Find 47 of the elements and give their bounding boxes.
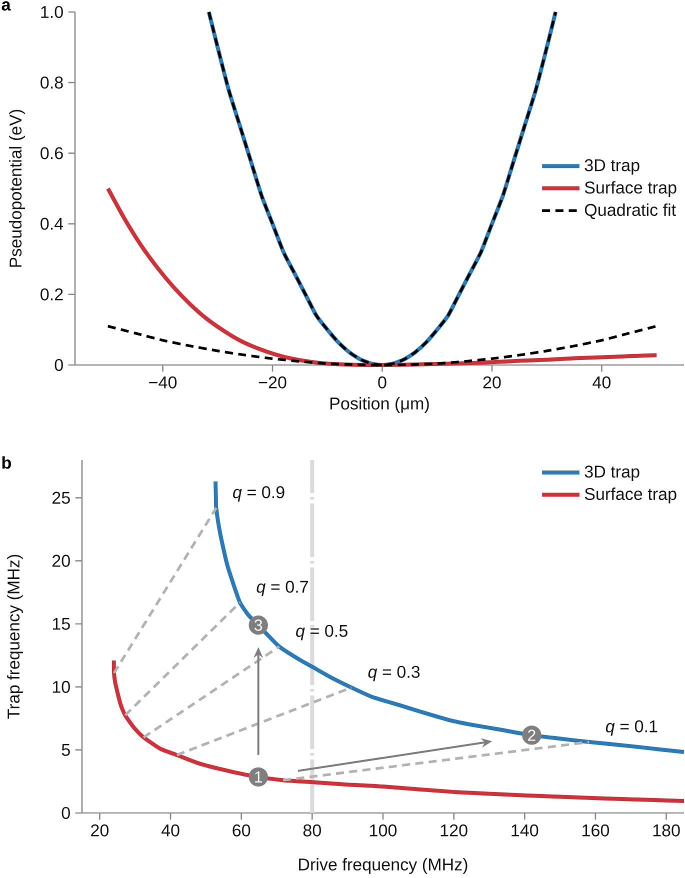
chart-title: b — [2, 456, 11, 469]
x-tick-label: 180 — [653, 824, 680, 836]
x-axis-title: Drive frequency (MHz) — [299, 858, 468, 874]
x-tick-label: 160 — [582, 824, 610, 836]
x-tick-label: 60 — [232, 824, 250, 836]
x-axis-title: Position (μm) — [330, 397, 429, 413]
x-tick-label: 80 — [303, 824, 321, 836]
y-tick-label: 0 — [62, 806, 70, 820]
y-tick-label: 25 — [52, 492, 70, 504]
x-tick-label: 40 — [592, 376, 611, 388]
y-tick-label: 0.6 — [40, 147, 63, 160]
annotation: q = 0.7 — [256, 580, 308, 596]
legend-label: Surface trap — [584, 181, 676, 197]
y-tick-label: 0.2 — [40, 288, 63, 300]
annotation: q = 0.1 — [606, 720, 658, 736]
y-axis-title: Trap frequency (MHz) — [7, 554, 23, 719]
x-tick-label: 120 — [440, 824, 468, 836]
annotation: 3 — [254, 619, 262, 631]
annotation: q = 0.5 — [296, 624, 348, 640]
x-tick-label: 20 — [91, 824, 109, 836]
y-tick-label: 0 — [54, 358, 63, 372]
x-tick-label: −40 — [149, 376, 177, 388]
y-tick-label: 15 — [52, 618, 70, 630]
y-axis-title: Pseudopotential (eV) — [9, 110, 25, 267]
annotation: q = 0.3 — [368, 666, 420, 682]
legend-label: 3D trap — [584, 466, 640, 482]
x-tick-label: 100 — [370, 824, 397, 836]
y-tick-label: 0.4 — [40, 218, 64, 230]
legend-label: Quadratic fit — [584, 203, 676, 220]
x-tick-label: −20 — [258, 376, 286, 388]
chart-title: a — [2, 1, 11, 11]
x-tick-label: 0 — [378, 376, 386, 388]
annotation: 1 — [255, 771, 262, 782]
legend-label: Surface trap — [584, 488, 676, 504]
x-tick-label: 140 — [512, 824, 538, 836]
x-tick-label: 20 — [483, 376, 501, 388]
annotation: q = 0.9 — [233, 486, 284, 502]
y-tick-label: 0.8 — [40, 76, 63, 89]
annotation: 2 — [528, 730, 536, 741]
legend-label: 3D trap — [584, 159, 640, 175]
y-tick-label: 10 — [52, 680, 70, 693]
y-tick-label: 1.0 — [41, 6, 63, 18]
x-tick-label: 40 — [161, 824, 180, 836]
y-tick-label: 20 — [52, 554, 70, 567]
y-tick-label: 5 — [62, 744, 70, 756]
line-series — [112, 658, 685, 804]
line-series — [214, 479, 685, 754]
